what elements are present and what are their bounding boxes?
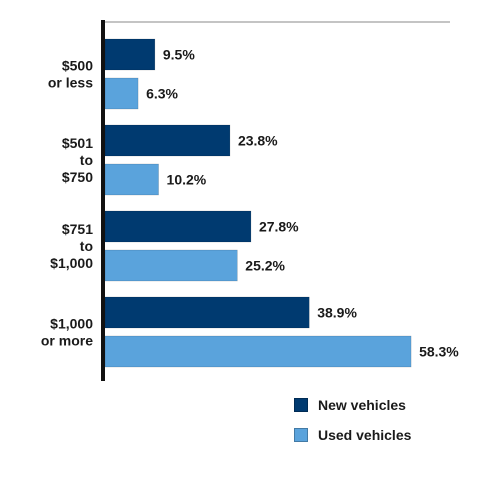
category-label-line: $1,000 — [50, 316, 93, 332]
category-label-line: or more — [41, 333, 93, 349]
category-label-line: to — [80, 152, 93, 168]
bar-new-3 — [104, 296, 310, 329]
category-label-line: $751 — [62, 221, 93, 237]
category-label-line: $500 — [62, 58, 93, 74]
legend-label-used-vehicles: Used vehicles — [318, 427, 412, 443]
legend-item-new-vehicles: New vehicles — [294, 396, 411, 414]
bar-used-0 — [104, 77, 139, 110]
bar-used-1 — [104, 163, 159, 196]
value-label-used-3: 58.3% — [419, 344, 459, 360]
legend-swatch-new-vehicles — [294, 398, 308, 412]
category-label-3: $1,000 or more — [41, 316, 93, 349]
value-label-used-2: 25.2% — [245, 258, 285, 274]
category-label-1: $501 to $750 — [62, 135, 93, 185]
legend-label-new-vehicles: New vehicles — [318, 397, 406, 413]
category-label-line: $750 — [62, 169, 93, 185]
value-label-new-3: 38.9% — [317, 305, 357, 321]
bar-new-1 — [104, 124, 231, 157]
bar-used-3 — [104, 335, 412, 368]
category-label-0: $500 or less — [48, 58, 93, 91]
bar-new-0 — [104, 38, 156, 71]
value-label-used-0: 6.3% — [146, 86, 178, 102]
category-label-line: or less — [48, 75, 93, 91]
legend-swatch-used-vehicles — [294, 428, 308, 442]
category-label-line: $1,000 — [50, 255, 93, 271]
category-label-line: to — [80, 238, 93, 254]
value-label-new-0: 9.5% — [163, 47, 195, 63]
value-label-new-1: 23.8% — [238, 133, 278, 149]
category-label-2: $751 to $1,000 — [50, 221, 93, 271]
legend: New vehicles Used vehicles — [294, 396, 411, 456]
bars-group: 9.5% 6.3% 23.8% 10.2% 27.8% 25.2% 38.9% 58.3% — [104, 38, 459, 368]
bar-used-2 — [104, 249, 238, 282]
category-labels: $500 or less$501 to $750$751 to $1,000$1,000 o… — [41, 58, 93, 349]
legend-item-used-vehicles: Used vehicles — [294, 426, 411, 444]
value-label-new-2: 27.8% — [259, 219, 299, 235]
category-label-line: $501 — [62, 135, 93, 151]
bar-new-2 — [104, 210, 252, 243]
value-label-used-1: 10.2% — [167, 172, 207, 188]
